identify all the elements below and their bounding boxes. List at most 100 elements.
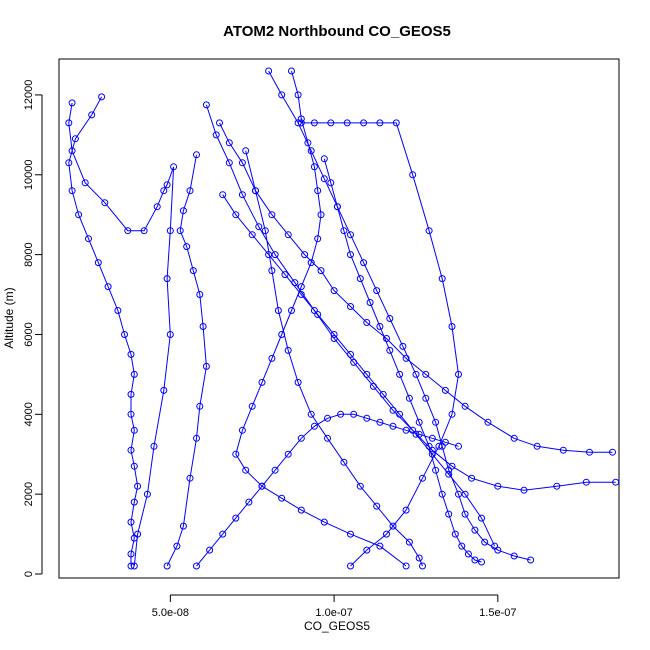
data-point — [130, 426, 138, 434]
data-point — [376, 323, 384, 330]
data-point — [337, 410, 345, 418]
data-point — [127, 550, 135, 558]
data-point — [392, 119, 400, 127]
data-point — [448, 323, 456, 330]
y-tick-label: 10000 — [23, 159, 35, 190]
data-point — [461, 402, 469, 410]
data-point — [343, 119, 351, 127]
data-point — [347, 350, 354, 358]
data-point — [320, 175, 328, 183]
data-point — [415, 554, 423, 562]
data-point — [274, 307, 282, 314]
data-point — [284, 231, 292, 239]
series-line-10 — [245, 150, 423, 567]
data-point — [464, 550, 472, 558]
data-point — [252, 187, 259, 195]
data-point — [297, 291, 305, 298]
data-point — [402, 562, 410, 570]
data-point — [127, 390, 135, 398]
data-point — [186, 187, 194, 195]
data-point — [360, 119, 368, 127]
series-line-2 — [68, 102, 175, 567]
y-tick-label: 2000 — [23, 482, 35, 506]
data-point — [268, 354, 276, 362]
data-point — [553, 482, 561, 490]
data-point — [81, 179, 89, 187]
data-point — [445, 470, 453, 478]
data-point — [166, 227, 174, 235]
data-point — [415, 430, 423, 438]
data-point — [189, 267, 197, 275]
series-line-7 — [235, 70, 407, 567]
data-point — [356, 275, 364, 283]
chart-title: ATOM2 Northbound CO_GEOS5 — [223, 23, 451, 40]
data-point — [65, 159, 73, 167]
data-point — [363, 319, 371, 326]
data-point — [225, 139, 233, 147]
data-point — [366, 299, 374, 306]
data-point — [150, 442, 158, 450]
data-point — [520, 486, 528, 494]
data-point — [320, 155, 328, 163]
data-point — [294, 378, 302, 386]
data-point — [288, 67, 295, 75]
series-line-8 — [301, 122, 460, 567]
data-point — [478, 514, 485, 522]
data-point — [310, 422, 318, 430]
data-point — [383, 530, 390, 538]
data-point — [206, 546, 214, 554]
data-point — [134, 482, 142, 490]
data-point — [376, 542, 384, 550]
data-point — [314, 311, 322, 318]
data-point — [363, 370, 371, 378]
data-point — [268, 267, 276, 275]
data-point — [202, 101, 210, 109]
data-point — [468, 474, 476, 482]
data-point — [166, 331, 174, 338]
data-point — [104, 283, 112, 291]
data-point — [101, 199, 109, 207]
data-point — [153, 203, 161, 211]
data-point — [127, 562, 135, 570]
data-point — [193, 434, 200, 442]
y-tick-label: 0 — [23, 571, 35, 577]
series-line-5 — [205, 104, 616, 491]
data-point — [242, 466, 250, 474]
data-point — [559, 446, 567, 454]
data-point — [491, 542, 499, 550]
data-point — [435, 442, 443, 450]
data-point — [98, 93, 106, 101]
data-point — [297, 119, 305, 127]
axes: 5.0e-08 1.0e-07 1.5e-07 0 2000 4000 6000 8000 10… — [23, 80, 516, 619]
data-point — [163, 181, 171, 189]
data-point — [288, 307, 295, 314]
data-point — [297, 115, 305, 123]
data-point — [399, 342, 407, 350]
data-point — [255, 223, 263, 231]
data-point — [422, 394, 430, 402]
series-line-4 — [219, 122, 613, 453]
series-line-6 — [268, 70, 531, 561]
data-point — [425, 227, 433, 235]
plot-area — [65, 67, 620, 570]
data-point — [340, 458, 348, 466]
data-point — [389, 422, 397, 430]
data-point — [320, 518, 328, 526]
data-point — [314, 187, 322, 195]
data-point — [88, 111, 96, 119]
data-point — [297, 283, 305, 291]
data-point — [471, 556, 479, 564]
data-point — [458, 542, 466, 550]
data-point — [238, 191, 246, 199]
y-tick-label: 6000 — [23, 322, 35, 346]
data-point — [127, 446, 135, 454]
data-point — [68, 187, 76, 195]
data-point — [304, 139, 312, 147]
series-line-9 — [222, 194, 496, 547]
data-point — [373, 287, 381, 295]
data-point — [301, 251, 309, 259]
data-point — [310, 119, 318, 127]
data-point — [196, 402, 204, 410]
data-point — [130, 462, 138, 470]
